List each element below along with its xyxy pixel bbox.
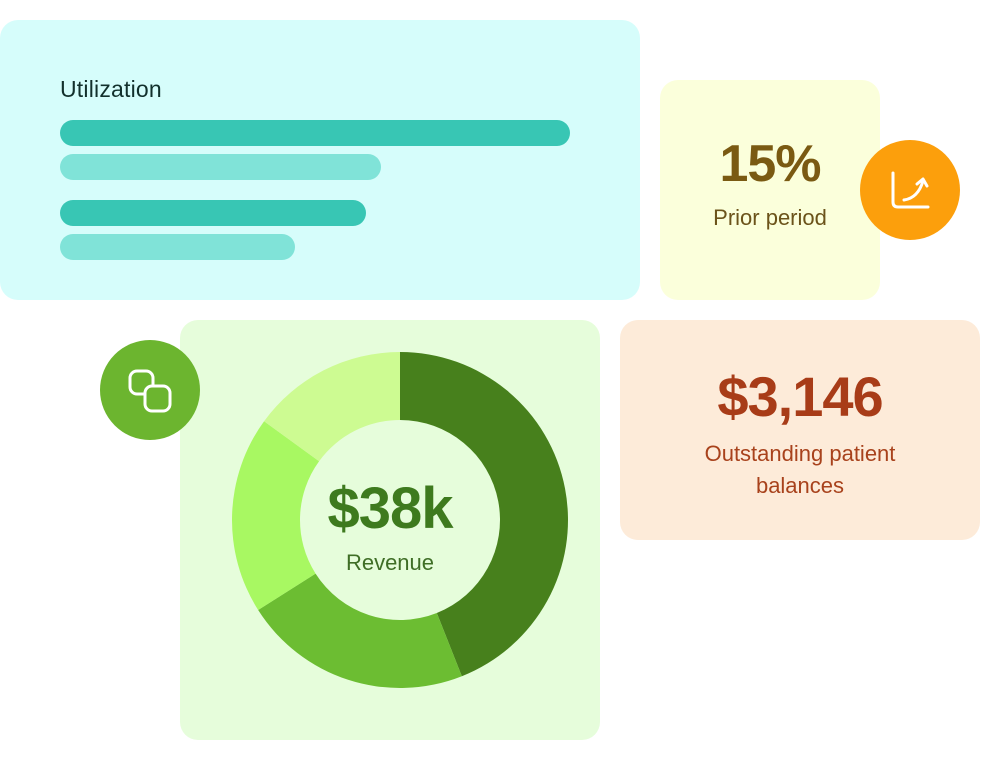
utilization-bar	[60, 154, 381, 180]
trend-chart-icon	[891, 171, 930, 209]
prior-period-card: 15% Prior period	[660, 80, 880, 300]
revenue-label: Revenue	[345, 550, 435, 575]
prior-period-label: Prior period	[713, 205, 827, 230]
donut-slice	[232, 421, 320, 611]
revenue-card: $38k Revenue	[180, 320, 600, 740]
utilization-bar	[60, 120, 570, 146]
utilization-title: Utilization	[60, 76, 162, 102]
trend-badge	[860, 140, 960, 240]
outstanding-balances-value: $3,146	[717, 365, 883, 428]
revenue-donut-chart	[232, 352, 568, 688]
outstanding-balances-label: Outstanding patient balances	[704, 441, 896, 498]
outstanding-balances-card: $3,146 Outstanding patient balances	[620, 320, 980, 540]
copy-icon	[128, 369, 172, 413]
donut-slice	[258, 573, 462, 688]
copy-badge	[100, 340, 200, 440]
donut-slice	[264, 352, 400, 462]
utilization-bar	[60, 200, 366, 226]
revenue-value: $38k	[327, 476, 453, 541]
donut-slice	[400, 352, 568, 677]
prior-period-value: 15%	[719, 135, 821, 193]
utilization-card: Utilization	[0, 20, 640, 300]
utilization-bar	[60, 234, 295, 260]
